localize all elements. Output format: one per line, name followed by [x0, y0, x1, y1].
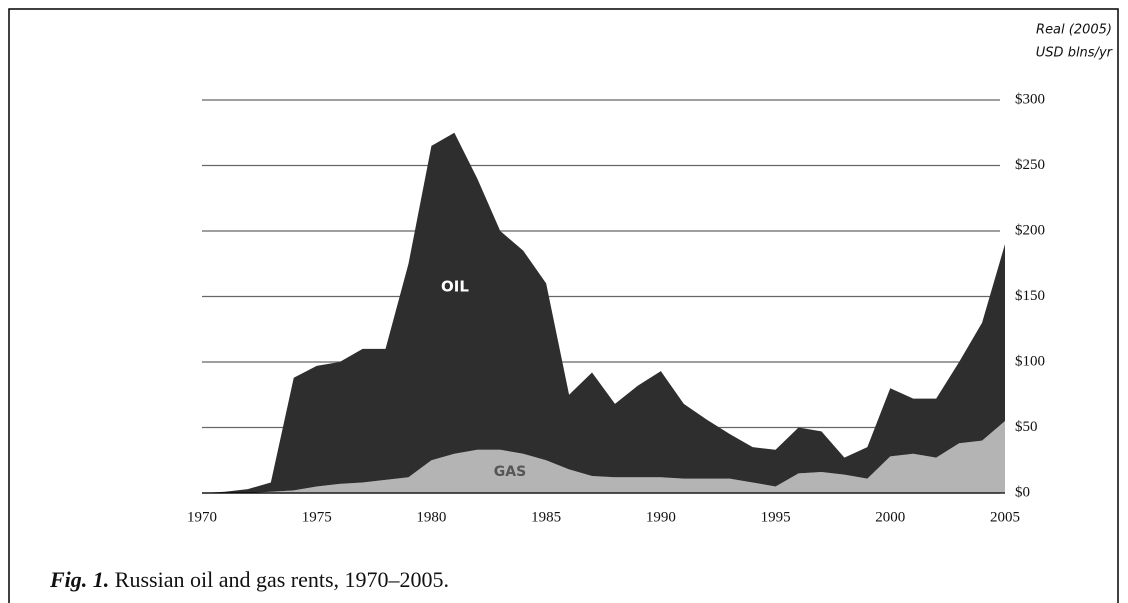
frame: [8, 8, 1119, 603]
y-tick-label: $250: [1015, 157, 1045, 173]
y-axis-label: Real (2005): [1036, 23, 1112, 38]
y-tick-label: $200: [1015, 222, 1045, 238]
area: [202, 420, 1005, 493]
caption-text: Russian oil and gas rents, 1970–2005.: [115, 567, 449, 592]
y-tick-label: $150: [1015, 288, 1045, 304]
caption-label: Fig. 1.: [49, 567, 109, 592]
annotation: GAS: [494, 464, 526, 480]
x-tick-label: 1980: [416, 509, 446, 525]
x-tick-label: 1990: [646, 509, 676, 525]
x-tick-label: 1995: [761, 509, 791, 525]
x-tick-label: 2000: [875, 509, 905, 525]
y-tick-label: $300: [1015, 91, 1045, 107]
y-tick-label: $50: [1015, 419, 1038, 435]
x-tick-label: 1975: [302, 509, 332, 525]
x-tick-label: 1970: [187, 509, 217, 525]
y-axis-label: USD blns/yr: [1036, 46, 1114, 61]
x-tick-label: 1985: [531, 509, 561, 525]
annotation: OIL: [441, 278, 469, 296]
y-tick-label: $100: [1015, 353, 1045, 369]
y-tick-label: $0: [1015, 484, 1030, 500]
caption: Fig. 1. Russian oil and gas rents, 1970–…: [49, 567, 449, 592]
area: [202, 132, 1005, 493]
x-tick-label: 2005: [990, 509, 1020, 525]
